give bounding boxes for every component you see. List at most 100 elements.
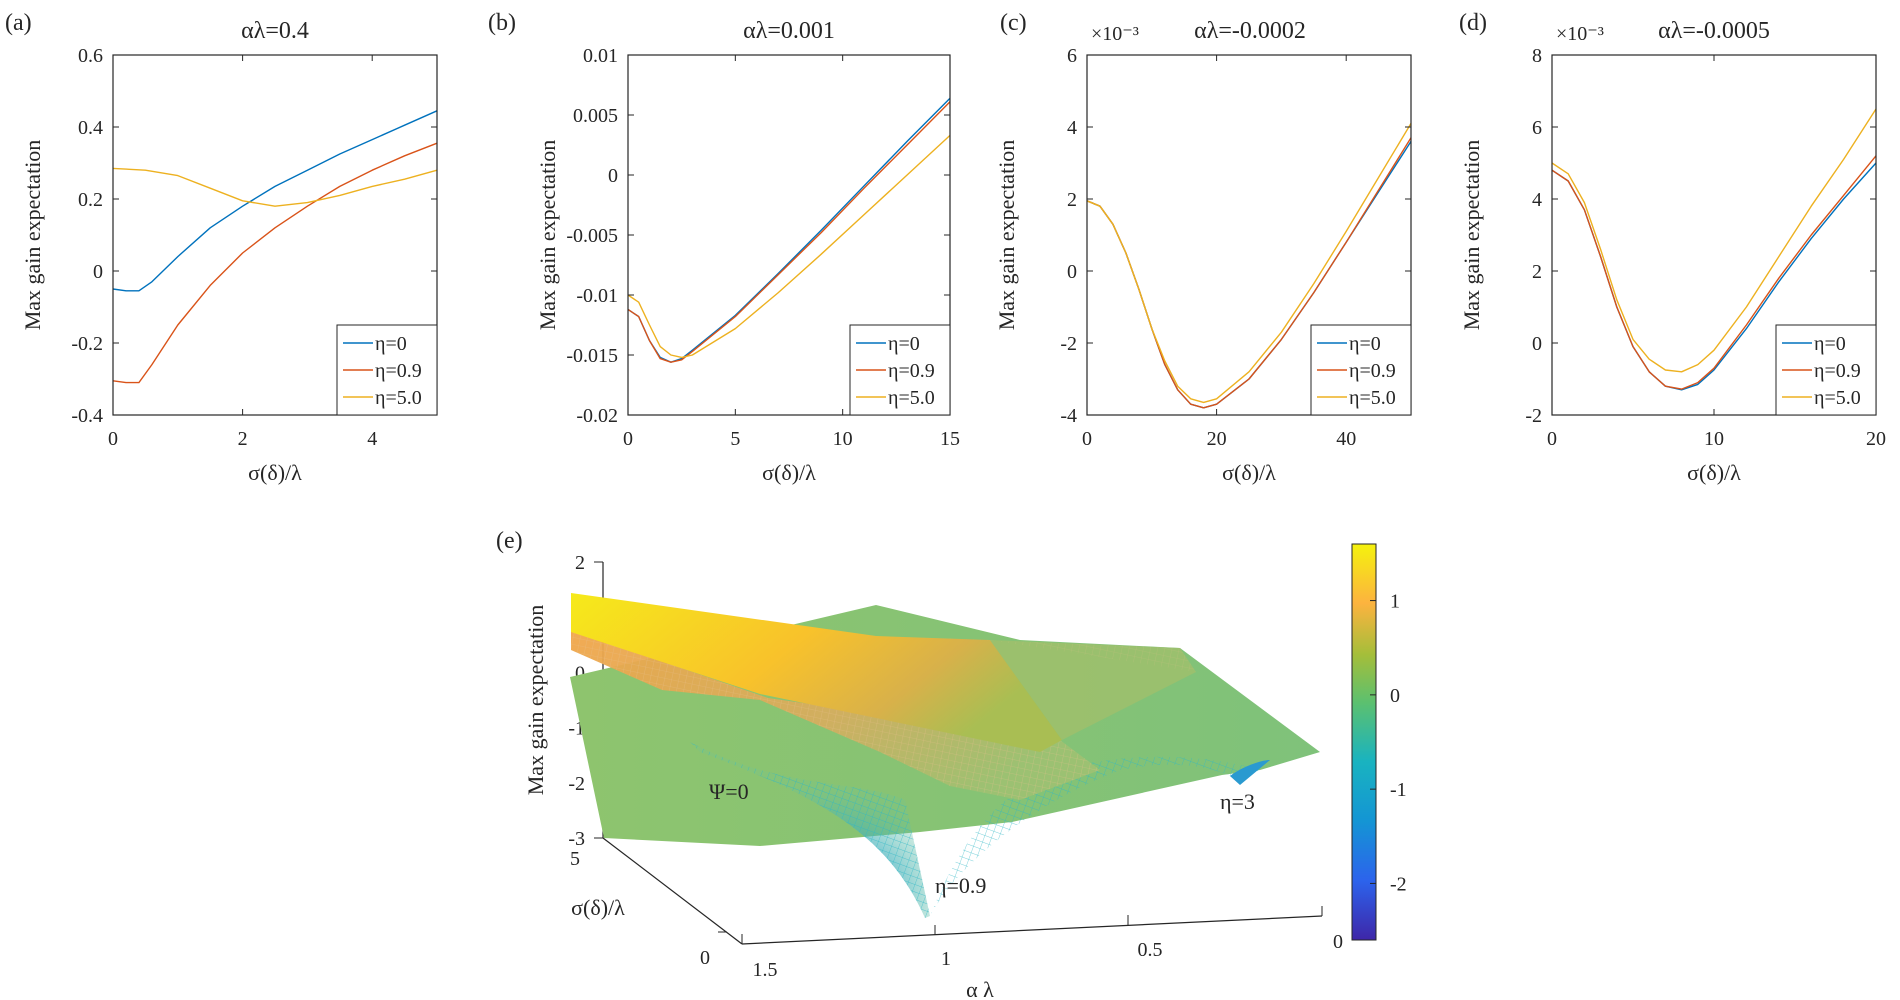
series-line: [627, 97, 951, 363]
legend: η=0 η=0.9 η=5.0: [336, 324, 438, 416]
annotation-psi0: Ψ=0: [709, 779, 749, 804]
y-tick-label: 0: [1067, 261, 1077, 283]
x-tick-label: 15: [940, 428, 960, 450]
panel-b: (b) αλ=0.001 -0.02 -0.015 -0.01 -0.005 0 0.005 0…: [488, 10, 960, 485]
y-tick-label: -0.2: [71, 333, 103, 355]
x-tick-label: 20: [1207, 428, 1227, 450]
panel-label: (b): [488, 10, 516, 36]
y-tick-label: -0.015: [566, 345, 618, 367]
y-tick-label: 4: [1532, 189, 1542, 211]
y-tick-label: 0.005: [573, 105, 618, 127]
z-axis-label: Max gain expectation: [523, 605, 548, 796]
y-tick-label: -0.01: [576, 285, 618, 307]
x-axis-label: α λ: [966, 977, 994, 1000]
chart-title: αλ=-0.0005: [1658, 18, 1770, 44]
x-axis-label: σ(δ)/λ: [1687, 460, 1741, 485]
y-tick-label: -2: [1525, 405, 1542, 427]
series-line: [1551, 155, 1877, 390]
y-tick-label: -2: [1060, 333, 1077, 355]
y-axis-label: σ(δ)/λ: [571, 895, 625, 920]
z-tick-label: -3: [568, 828, 585, 850]
series-line: [1086, 123, 1412, 404]
legend-label: η=0.9: [1349, 360, 1396, 382]
y-tick-label: 0.4: [78, 117, 103, 139]
panel-label: (d): [1459, 10, 1487, 36]
panel-label: (a): [5, 10, 32, 36]
chart-title: αλ=0.4: [241, 18, 309, 44]
chart-title: αλ=-0.0002: [1194, 18, 1306, 44]
y-tick-label: 0.2: [78, 189, 103, 211]
y-tick-label: 2: [1067, 189, 1077, 211]
y-ticks: 5 0: [570, 837, 727, 969]
panel-label: (c): [1000, 10, 1027, 36]
series-line: [627, 134, 951, 359]
colorbar-tick-label: -1: [1390, 779, 1407, 801]
y-tick-label: -0.4: [71, 405, 103, 427]
legend-label: η=5.0: [1814, 387, 1861, 409]
legend-label: η=5.0: [1349, 387, 1396, 409]
legend-label: η=0.9: [888, 360, 935, 382]
y-axis-exponent: ×10⁻³: [1091, 23, 1139, 45]
x-tick-label: 10: [1704, 428, 1724, 450]
plot-frame: [112, 54, 438, 416]
legend-label: η=5.0: [888, 387, 935, 409]
x-tick-label: 0: [1082, 428, 1092, 450]
y-axis: [602, 837, 743, 945]
y-axis-label: Max gain expectation: [20, 140, 45, 331]
y-tick-label: 6: [1067, 45, 1077, 67]
legend-label: η=0.9: [375, 360, 422, 382]
y-tick: 0: [700, 947, 710, 969]
y-tick-label: 0: [1532, 333, 1542, 355]
x-tick: 1.5: [753, 959, 778, 981]
y-tick-label: 0.01: [583, 45, 618, 67]
y-tick-label: 8: [1532, 45, 1542, 67]
series-line: [1551, 108, 1877, 373]
y-tick-label: 6: [1532, 117, 1542, 139]
y-tick-label: 2: [1532, 261, 1542, 283]
panel-e-3d-surface: (e) -3 -2 -1 0 1 2 Ψ=0 η=0.9 η=3 5 0 σ(δ)/λ: [496, 528, 1407, 1000]
series-line: [112, 167, 438, 207]
colorbar-tick-label: -2: [1390, 873, 1407, 895]
y-tick-label: 4: [1067, 117, 1077, 139]
panel-c: (c) αλ=-0.0002 ×10⁻³ -4 -2 0 2 4 6 0 20 40 σ(δ)/λ Max…: [994, 10, 1412, 485]
z-tick-label: 2: [575, 552, 585, 574]
colorbar: -2 -1 0 1: [1351, 543, 1407, 941]
legend: η=0 η=0.9 η=5.0: [849, 324, 951, 416]
legend: η=0 η=0.9 η=5.0: [1310, 324, 1412, 416]
legend-label: η=5.0: [375, 387, 422, 409]
y-axis-label: Max gain expectation: [994, 140, 1019, 331]
x-axis-label: σ(δ)/λ: [762, 460, 816, 485]
x-axis-label: σ(δ)/λ: [248, 460, 302, 485]
x-tick-label: 0: [108, 428, 118, 450]
annotation-eta3: η=3: [1220, 789, 1255, 814]
x-tick-label: 10: [833, 428, 853, 450]
x-tick-label: 20: [1866, 428, 1886, 450]
series-line: [112, 110, 438, 292]
annotation-eta0.9: η=0.9: [935, 873, 986, 898]
y-tick-label: -0.005: [566, 225, 618, 247]
x-tick: 0.5: [1138, 939, 1163, 961]
y-axis-exponent: ×10⁻³: [1556, 23, 1604, 45]
z-tick-label: -2: [568, 773, 585, 795]
x-tick-label: 0: [1547, 428, 1557, 450]
legend-label: η=0: [375, 333, 407, 355]
plot-frame: [1086, 54, 1412, 416]
y-tick-label: 0.6: [78, 45, 103, 67]
colorbar-tick-label: 1: [1390, 591, 1400, 613]
legend-label: η=0.9: [1814, 360, 1861, 382]
z-tick-label: 0: [575, 662, 585, 684]
panel-e-label: (e): [496, 528, 523, 554]
y-axis-label: Max gain expectation: [535, 140, 560, 331]
x-axis-label: σ(δ)/λ: [1222, 460, 1276, 485]
x-ticks: 1.5 1 0.5 0: [741, 906, 1343, 981]
x-tick: 1: [941, 948, 951, 970]
legend-label: η=0: [888, 333, 920, 355]
series-line: [627, 101, 951, 363]
y-tick-label: -0.02: [576, 405, 618, 427]
legend-label: η=0: [1814, 333, 1846, 355]
y-axis-label: Max gain expectation: [1459, 140, 1484, 331]
x-tick-label: 5: [730, 428, 740, 450]
y-tick-label: -4: [1060, 405, 1077, 427]
series-line: [112, 142, 438, 384]
